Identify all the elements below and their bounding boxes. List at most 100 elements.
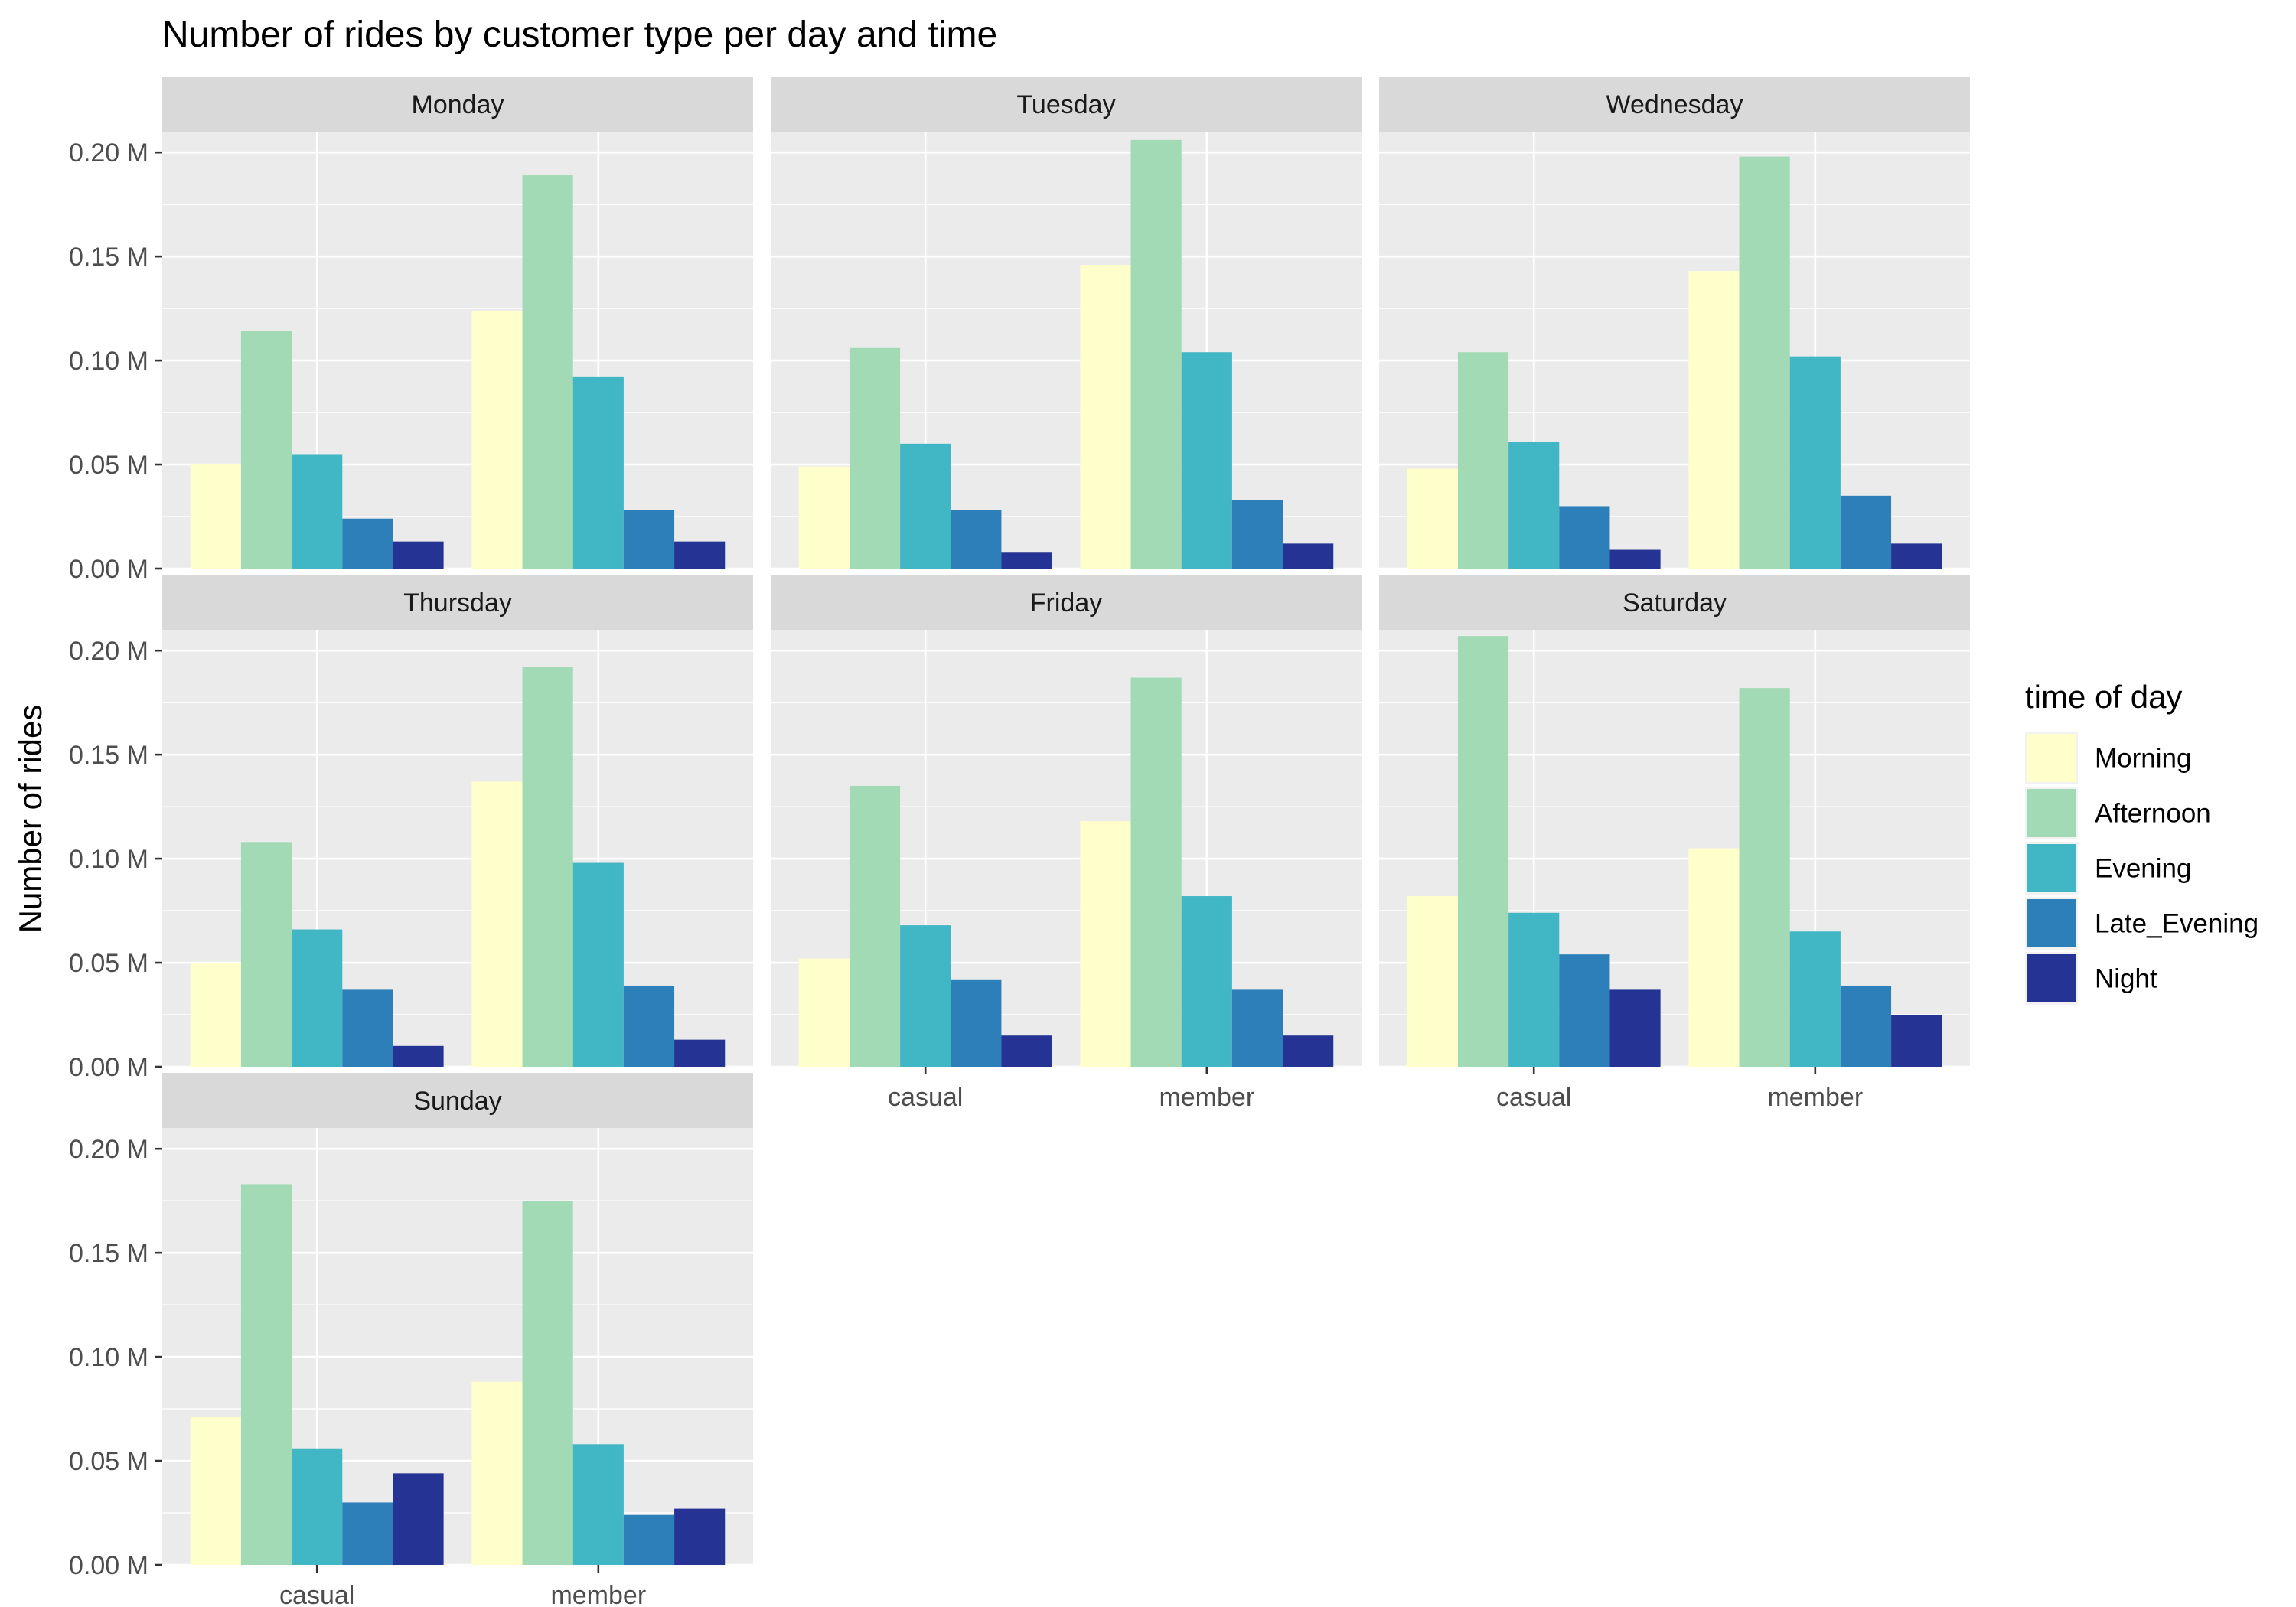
- bar-casual-night: [393, 1473, 444, 1565]
- bar-member-night: [1891, 543, 1942, 569]
- facet-strip: [1379, 575, 1970, 630]
- bar-casual-afternoon: [240, 842, 292, 1067]
- facet-strip: [162, 575, 753, 630]
- x-tick-label: member: [1159, 1083, 1254, 1112]
- bar-member-evening: [1789, 931, 1841, 1067]
- facet-panels: Monday 0.00 M 0.05 M 0.10 M 0.15 M 0.20 M Tues…: [69, 77, 1970, 1607]
- panel-monday: Monday 0.00 M 0.05 M 0.10 M 0.15 M 0.20 M: [69, 77, 753, 584]
- facet-label: Thursday: [403, 588, 512, 618]
- bar-casual-night: [1001, 552, 1052, 569]
- bar-casual-afternoon: [849, 785, 901, 1067]
- bar-member-late-evening: [623, 985, 675, 1067]
- bar-casual-morning: [190, 464, 241, 569]
- bar-member-morning: [471, 1381, 523, 1565]
- bar-casual-late-evening: [342, 989, 393, 1067]
- legend-label: Late_Evening: [2095, 909, 2258, 939]
- bar-casual-late-evening: [951, 510, 1002, 569]
- y-tick-label: 0.05 M: [69, 1447, 148, 1476]
- bar-casual-morning: [190, 1416, 241, 1565]
- bar-member-afternoon: [522, 667, 573, 1067]
- y-tick-label: 0.00 M: [69, 1053, 148, 1082]
- bar-casual-evening: [1508, 912, 1560, 1067]
- bar-member-night: [674, 541, 726, 569]
- facet-label: Wednesday: [1606, 90, 1743, 119]
- y-tick-label: 0.10 M: [69, 1343, 148, 1372]
- y-tick-label: 0.15 M: [69, 243, 148, 272]
- bar-casual-morning: [1407, 468, 1458, 569]
- bar-member-afternoon: [522, 175, 573, 569]
- legend-item-late-evening: Late_Evening: [2025, 897, 2258, 950]
- bar-casual-late-evening: [1559, 954, 1610, 1067]
- y-tick-label: 0.15 M: [69, 741, 148, 770]
- x-tick-label: member: [1767, 1083, 1863, 1112]
- bar-casual-night: [1609, 989, 1661, 1067]
- bar-casual-afternoon: [1457, 352, 1509, 569]
- facet-label: Saturday: [1623, 588, 1727, 618]
- bar-member-evening: [572, 376, 624, 569]
- facet-label: Friday: [1030, 588, 1102, 618]
- y-tick-label: 0.00 M: [69, 555, 148, 584]
- bar-member-late-evening: [1840, 985, 1892, 1067]
- bar-member-late-evening: [1840, 495, 1892, 569]
- bar-member-night: [1283, 543, 1334, 569]
- legend-swatch: [2027, 899, 2076, 947]
- bar-casual-evening: [292, 929, 343, 1067]
- facet-strip: [162, 1073, 753, 1128]
- panel-saturday: Saturday casual member: [1379, 575, 1970, 1112]
- y-tick-label: 0.20 M: [69, 637, 148, 666]
- bar-member-morning: [471, 781, 523, 1067]
- bar-casual-morning: [1407, 896, 1458, 1067]
- bar-member-night: [674, 1039, 726, 1067]
- legend-label: Evening: [2095, 854, 2191, 884]
- bar-casual-morning: [190, 963, 241, 1067]
- y-tick-label: 0.00 M: [69, 1551, 148, 1580]
- bar-casual-morning: [798, 958, 850, 1067]
- facet-strip: [771, 77, 1362, 132]
- facet-strip: [771, 575, 1362, 630]
- bar-member-afternoon: [522, 1201, 573, 1565]
- panel-friday: Friday casual member: [771, 575, 1362, 1112]
- bar-member-afternoon: [1130, 677, 1182, 1067]
- legend-swatch: [2027, 954, 2076, 1002]
- legend-item-night: Night: [2025, 952, 2157, 1005]
- x-tick-label: member: [550, 1581, 646, 1607]
- legend-label: Morning: [2095, 744, 2191, 774]
- y-tick-label: 0.20 M: [69, 1135, 148, 1164]
- bar-member-evening: [1789, 356, 1841, 569]
- legend-swatch: [2027, 789, 2076, 837]
- bar-casual-afternoon: [849, 347, 901, 569]
- legend-title: time of day: [2025, 679, 2182, 715]
- bar-casual-afternoon: [240, 1184, 292, 1565]
- bar-casual-evening: [900, 443, 951, 569]
- bar-casual-evening: [1508, 442, 1560, 569]
- x-tick-label: casual: [1496, 1083, 1571, 1112]
- bar-member-morning: [1080, 821, 1131, 1067]
- bar-casual-late-evening: [342, 1502, 393, 1565]
- facet-label: Monday: [412, 90, 504, 119]
- y-tick-label: 0.05 M: [69, 451, 148, 480]
- bar-member-morning: [1688, 271, 1740, 569]
- bar-member-night: [1283, 1035, 1334, 1067]
- bar-casual-afternoon: [1457, 636, 1509, 1067]
- bar-casual-evening: [292, 454, 343, 569]
- bar-casual-afternoon: [240, 331, 292, 569]
- bar-member-night: [674, 1508, 726, 1565]
- y-tick-label: 0.20 M: [69, 139, 148, 168]
- bar-member-late-evening: [1231, 989, 1283, 1067]
- bar-member-afternoon: [1739, 156, 1790, 569]
- x-tick-label: casual: [279, 1581, 354, 1607]
- y-tick-label: 0.05 M: [69, 949, 148, 978]
- facet-label: Sunday: [413, 1087, 501, 1116]
- bar-member-afternoon: [1739, 688, 1790, 1067]
- bar-member-afternoon: [1130, 139, 1182, 569]
- bar-member-morning: [471, 310, 523, 569]
- x-tick-label: casual: [888, 1083, 963, 1112]
- bar-member-evening: [1181, 352, 1232, 569]
- bar-member-morning: [1688, 848, 1740, 1067]
- bar-member-morning: [1080, 265, 1131, 569]
- legend-label: Night: [2095, 964, 2157, 994]
- y-axis-title: Number of rides: [12, 705, 48, 934]
- y-tick-label: 0.10 M: [69, 845, 148, 874]
- legend-swatch: [2027, 844, 2076, 892]
